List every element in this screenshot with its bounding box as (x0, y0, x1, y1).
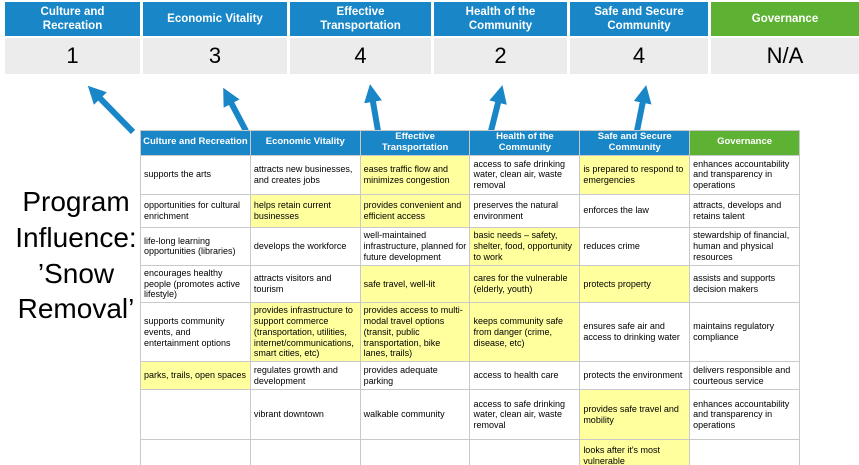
scoreboard-score-row: 1 3 4 2 4 N/A (5, 38, 859, 74)
matrix-header: Safe and Secure Community (579, 130, 691, 156)
matrix-cell (140, 389, 251, 441)
matrix-cell: attracts, develops and retains talent (689, 193, 800, 228)
matrix-cell: looks after it's most vulnerable (579, 439, 691, 465)
matrix-cell: delivers responsible and courteous servi… (689, 361, 800, 391)
score-value: N/A (711, 38, 859, 74)
matrix-header: Health of the Community (469, 130, 581, 156)
matrix-header: Economic Vitality (249, 130, 361, 156)
matrix-cell: maintains regulatory compliance (689, 302, 800, 363)
matrix-cell: life-long learning opportunities (librar… (140, 226, 251, 266)
matrix-cell (469, 439, 581, 465)
score-arrows (87, 84, 652, 134)
scoreboard-header: Culture and Recreation (5, 2, 140, 36)
matrix-cell: enhances accountability and transparency… (689, 154, 800, 195)
matrix-cell: vibrant downtown (249, 389, 361, 441)
matrix-header: Culture and Recreation (140, 130, 251, 156)
arrow-culture (87, 85, 136, 134)
matrix-header: Effective Transportation (359, 130, 471, 156)
arrow-transportation (364, 84, 382, 132)
matrix-cell: reduces crime (579, 226, 691, 266)
matrix-row: opportunities for cultural enrichment hel… (140, 193, 800, 228)
matrix-cell: walkable community (359, 389, 471, 441)
matrix-cell: provides adequate parking (359, 361, 471, 391)
matrix-cell: enhances accountability and transparency… (689, 389, 800, 441)
score-value: 1 (5, 38, 140, 74)
matrix-cell: is prepared to respond to emergencies (579, 154, 691, 195)
scoreboard-header: Effective Transportation (290, 2, 431, 36)
matrix-row: supports the arts attracts new businesses… (140, 154, 800, 195)
matrix-header-row: Culture and Recreation Economic Vitality E… (140, 130, 800, 156)
matrix-cell: develops the workforce (249, 226, 361, 266)
matrix-cell: eases traffic flow and minimizes congest… (359, 154, 471, 195)
arrow-health (488, 85, 507, 132)
matrix-cell: provides access to multi-modal travel op… (359, 302, 471, 363)
matrix-cell: preserves the natural environment (469, 193, 581, 228)
score-value: 2 (434, 38, 567, 74)
matrix-cell (249, 439, 361, 465)
matrix-cell: safe travel, well-lit (359, 264, 471, 304)
matrix-row: parks, trails, open spaces regulates grow… (140, 361, 800, 391)
matrix-cell: regulates growth and development (249, 361, 361, 391)
matrix-cell: supports community events, and entertain… (140, 302, 251, 363)
matrix-cell: access to health care (469, 361, 581, 391)
matrix-cell: provides infrastructure to support comme… (249, 302, 361, 363)
scoreboard-header: Economic Vitality (143, 2, 287, 36)
matrix-cell: protects the environment (579, 361, 691, 391)
matrix-row: looks after it's most vulnerable (140, 439, 800, 465)
matrix-cell (359, 439, 471, 465)
influence-matrix: Culture and Recreation Economic Vitality E… (140, 130, 800, 465)
matrix-cell: attracts new businesses, and creates job… (249, 154, 361, 195)
influence-matrix-wrap: Culture and Recreation Economic Vitality E… (140, 130, 800, 465)
matrix-header: Governance (689, 130, 800, 156)
matrix-cell: stewardship of financial, human and phys… (689, 226, 800, 266)
matrix-cell: basic needs – safety, shelter, food, opp… (469, 226, 581, 266)
scoreboard-header: Health of the Community (434, 2, 567, 36)
matrix-row: life-long learning opportunities (librar… (140, 226, 800, 266)
matrix-cell: protects property (579, 264, 691, 304)
scoreboard-header: Safe and Secure Community (570, 2, 708, 36)
matrix-cell: enforces the law (579, 193, 691, 228)
matrix-cell: supports the arts (140, 154, 251, 195)
matrix-cell: access to safe drinking water, clean air… (469, 389, 581, 441)
matrix-cell: provides safe travel and mobility (579, 389, 691, 441)
matrix-row: supports community events, and entertain… (140, 302, 800, 363)
matrix-cell: opportunities for cultural enrichment (140, 193, 251, 228)
matrix-cell: ensures safe air and access to drinking … (579, 302, 691, 363)
matrix-cell: assists and supports decision makers (689, 264, 800, 304)
arrow-economic (223, 87, 249, 133)
score-value: 3 (143, 38, 287, 74)
score-value: 4 (570, 38, 708, 74)
matrix-cell: encourages healthy people (promotes acti… (140, 264, 251, 304)
matrix-cell: access to safe drinking water, clean air… (469, 154, 581, 195)
matrix-cell (140, 439, 251, 465)
matrix-cell: helps retain current businesses (249, 193, 361, 228)
scoreboard-header-row: Culture and Recreation Economic Vitality E… (5, 2, 859, 36)
matrix-cell: provides convenient and efficient access (359, 193, 471, 228)
program-influence-title: Program Influence: ’Snow Removal’ (15, 186, 137, 325)
matrix-row: vibrant downtown walkable community access… (140, 389, 800, 441)
matrix-cell: well-maintained infrastructure, planned … (359, 226, 471, 266)
matrix-cell (689, 439, 800, 465)
matrix-cell: cares for the vulnerable (elderly, youth… (469, 264, 581, 304)
scoreboard-header: Governance (711, 2, 859, 36)
matrix-cell: parks, trails, open spaces (140, 361, 251, 391)
arrow-safe (633, 85, 652, 132)
matrix-row: encourages healthy people (promotes acti… (140, 264, 800, 304)
matrix-cell: attracts visitors and tourism (249, 264, 361, 304)
matrix-cell: keeps community safe from danger (crime,… (469, 302, 581, 363)
score-value: 4 (290, 38, 431, 74)
